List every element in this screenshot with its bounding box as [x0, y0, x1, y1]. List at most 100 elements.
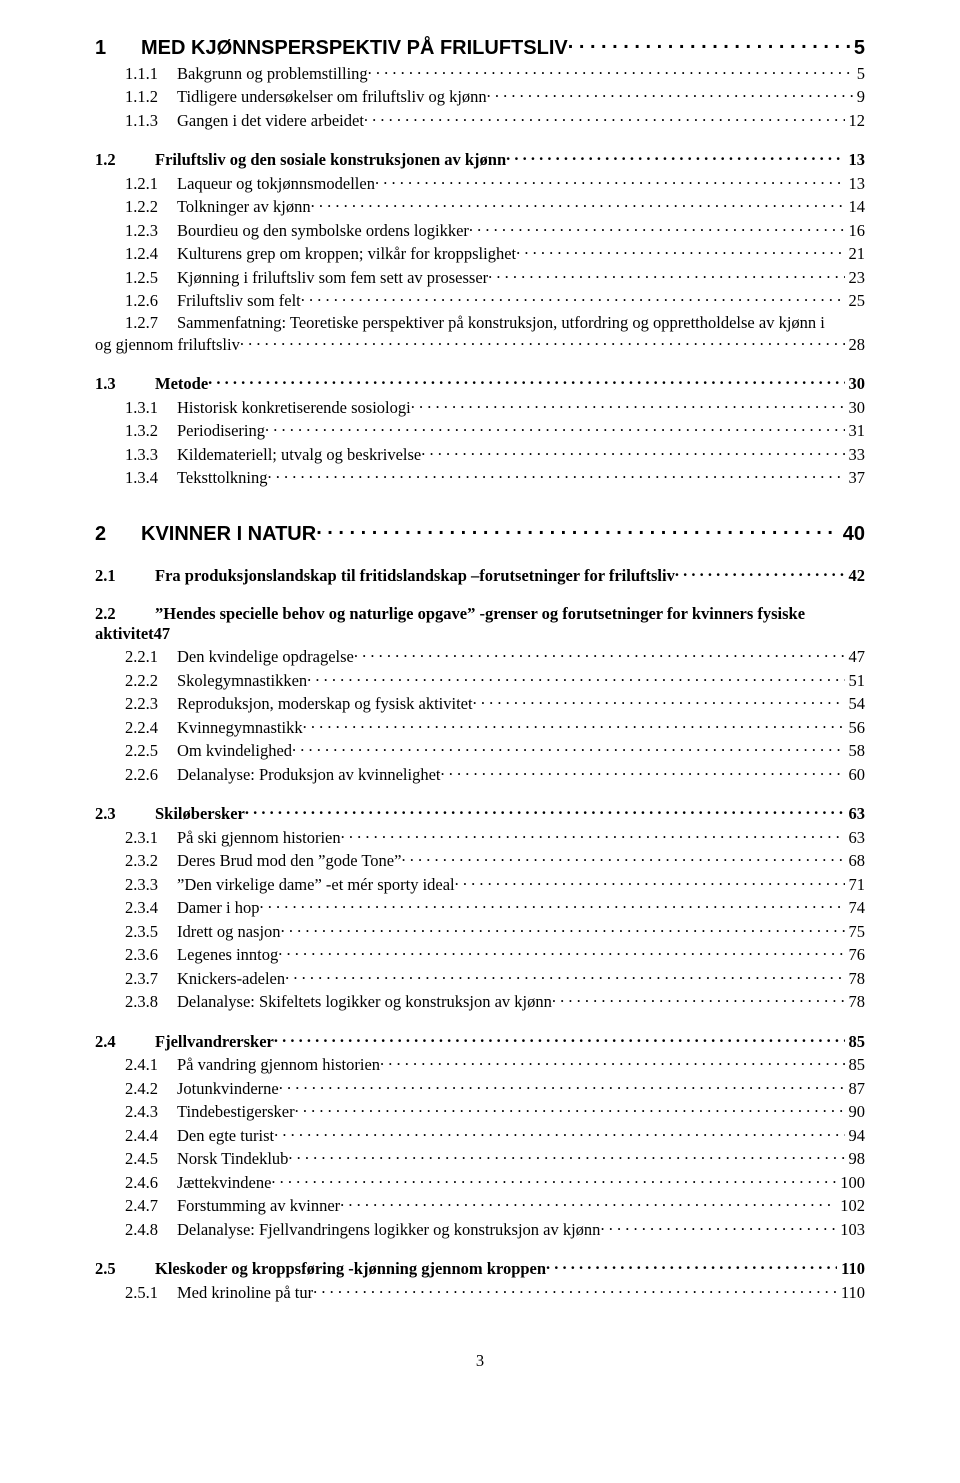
toc-entry-number: 2.3.7 — [125, 969, 177, 989]
toc-entry-page: 12 — [845, 111, 866, 131]
toc-entry-title: Friluftsliv og den sosiale konstruksjone… — [155, 150, 506, 170]
toc-leader — [281, 920, 845, 937]
toc-entry-title: Bourdieu og den symbolske ordens logikke… — [177, 221, 469, 241]
toc-entry-page: 30 — [845, 398, 866, 418]
toc-subsection: 1.2.2Tolkninger av kjønn14 — [95, 196, 865, 218]
toc-subsection: 1.1.2Tidligere undersøkelser om frilufts… — [95, 86, 865, 108]
toc-subsection: 1.3.4Teksttolkning 37 — [95, 467, 865, 489]
toc-entry-number: 2.5 — [95, 1259, 155, 1279]
toc-entry-number: 2.2.6 — [125, 765, 177, 785]
toc-entry-number: 1.3.4 — [125, 468, 177, 488]
page-number: 3 — [95, 1351, 865, 1371]
toc-section: 2.1Fra produksjonslandskap til fritidsla… — [95, 564, 865, 586]
toc-entry-title: Metode — [155, 374, 208, 394]
toc-entry-number: 2.4 — [95, 1032, 155, 1052]
toc-leader — [274, 1124, 844, 1141]
toc-subsection: 2.4.5Norsk Tindeklub98 — [95, 1148, 865, 1170]
toc-entry-number: 2.4.2 — [125, 1079, 177, 1099]
toc-leader — [208, 373, 844, 390]
toc-entry-page: 16 — [845, 221, 866, 241]
toc-leader — [303, 716, 845, 733]
toc-leader — [380, 1054, 844, 1071]
toc-entry-page: 74 — [845, 898, 866, 918]
toc-section: 1.3Metode30 — [95, 373, 865, 395]
toc-subsection: 2.4.4Den egte turist94 — [95, 1124, 865, 1146]
toc-subsection: 2.2.2Skolegymnastikken51 — [95, 669, 865, 691]
toc-subsection: 1.1.3Gangen i det videre arbeidet12 — [95, 109, 865, 131]
toc-chapter: 1MED KJØNNSPERSPEKTIV PÅ FRILUFTSLIV5 — [95, 34, 865, 60]
toc-entry-title: Teksttolkning — [177, 468, 268, 488]
toc-leader — [316, 520, 839, 540]
toc-subsection: 1.2.6Friluftsliv som felt25 — [95, 290, 865, 312]
toc-entry-page: 78 — [845, 992, 866, 1012]
toc-entry-title: Skiløbersker — [155, 804, 245, 824]
toc-leader — [473, 693, 845, 710]
toc-entry-page: 42 — [845, 566, 866, 586]
toc-leader — [354, 646, 845, 663]
toc-leader — [274, 1030, 845, 1047]
toc-entry-title: ”Den virkelige dame” -et mér sporty idea… — [177, 875, 455, 895]
toc-subsection: 1.3.2Periodisering31 — [95, 420, 865, 442]
toc-leader — [259, 897, 844, 914]
toc-entry-page: 21 — [845, 244, 866, 264]
toc-subsection: 2.2.3Reproduksjon, moderskap og fysisk a… — [95, 693, 865, 715]
toc-leader — [341, 826, 845, 843]
toc-entry-number: 2.2.2 — [125, 671, 177, 691]
toc-entry-title: Delanalyse: Skifeltets logikker og konst… — [177, 992, 552, 1012]
toc-subsection: 2.4.6Jættekvindene100 — [95, 1171, 865, 1193]
toc-entry-number: 1.2.6 — [125, 291, 177, 311]
toc-entry-title: Historisk konkretiserende sosiologi — [177, 398, 411, 418]
toc-entry-number: 2.2.4 — [125, 718, 177, 738]
toc-subsection: 1.2.4Kulturens grep om kroppen; vilkår f… — [95, 243, 865, 265]
toc-leader — [311, 196, 845, 213]
toc-entry-title: Kvinnegymnastikk — [177, 718, 303, 738]
toc-subsection: 2.3.8Delanalyse: Skifeltets logikker og … — [95, 991, 865, 1013]
toc-entry-title: Kleskoder og kroppsføring -kjønning gjen… — [155, 1259, 546, 1279]
toc-leader — [421, 443, 844, 460]
toc-entry-title: Norsk Tindeklub — [177, 1149, 288, 1169]
toc-entry-title: Tolkninger av kjønn — [177, 197, 311, 217]
toc-entry-page: 51 — [845, 671, 866, 691]
toc-entry-title: Deres Brud mod den ”gode Tone” — [177, 851, 401, 871]
toc-entry-page: 5 — [850, 37, 865, 60]
toc-entry-title: Damer i hop — [177, 898, 259, 918]
toc-section: 2.3Skiløbersker63 — [95, 803, 865, 825]
toc-entry-page: 71 — [845, 875, 866, 895]
toc-entry-page: 68 — [845, 851, 866, 871]
toc-entry-page: 103 — [836, 1220, 865, 1240]
toc-entry-number: 1.3.3 — [125, 445, 177, 465]
toc-subsection: 1.3.3Kildemateriell; utvalg og beskrivel… — [95, 443, 865, 465]
toc-leader — [568, 34, 850, 54]
toc-entry-page: 85 — [845, 1032, 866, 1052]
toc-entry-page: 85 — [845, 1055, 866, 1075]
toc-entry-page: 94 — [845, 1126, 866, 1146]
toc-entry-title: På vandring gjennom historien — [177, 1055, 380, 1075]
toc-subsection: 2.3.7Knickers-adelen78 — [95, 967, 865, 989]
toc-leader — [265, 420, 845, 437]
toc-entry-title: Friluftsliv som felt — [177, 291, 301, 311]
toc-subsection: 2.3.1På ski gjennom historien63 — [95, 826, 865, 848]
toc-leader — [368, 62, 853, 79]
toc-leader — [288, 1148, 844, 1165]
toc-subsection: 2.5.1Med krinoline på tur110 — [95, 1281, 865, 1303]
toc-entry-title: Kulturens grep om kroppen; vilkår for kr… — [177, 244, 516, 264]
toc-entry-title: Tindebestigersker — [177, 1102, 295, 1122]
toc-leader — [546, 1258, 837, 1275]
toc-leader — [240, 333, 845, 350]
toc-entry-title: Tidligere undersøkelser om friluftsliv o… — [177, 87, 487, 107]
toc-entry-title: Delanalyse: Fjellvandringens logikker og… — [177, 1220, 600, 1240]
table-of-contents: 1MED KJØNNSPERSPEKTIV PÅ FRILUFTSLIV5 1.1… — [95, 34, 865, 1303]
toc-leader — [245, 803, 845, 820]
toc-entry-title: Den kvindelige opdragelse — [177, 647, 354, 667]
toc-entry-page: 13 — [845, 150, 866, 170]
toc-entry-number: 2.3.3 — [125, 875, 177, 895]
toc-entry-number: 2.3.5 — [125, 922, 177, 942]
toc-entry-number: 1.2 — [95, 150, 155, 170]
toc-leader — [552, 991, 845, 1008]
toc-subsection: 2.4.2Jotunkvinderne87 — [95, 1077, 865, 1099]
toc-subsection: 2.2.6Delanalyse: Produksjon av kvinnelig… — [95, 763, 865, 785]
toc-entry-page: 37 — [845, 468, 866, 488]
toc-leader — [375, 172, 845, 189]
toc-entry-page: 28 — [845, 335, 866, 355]
toc-entry-page: 100 — [836, 1173, 865, 1193]
